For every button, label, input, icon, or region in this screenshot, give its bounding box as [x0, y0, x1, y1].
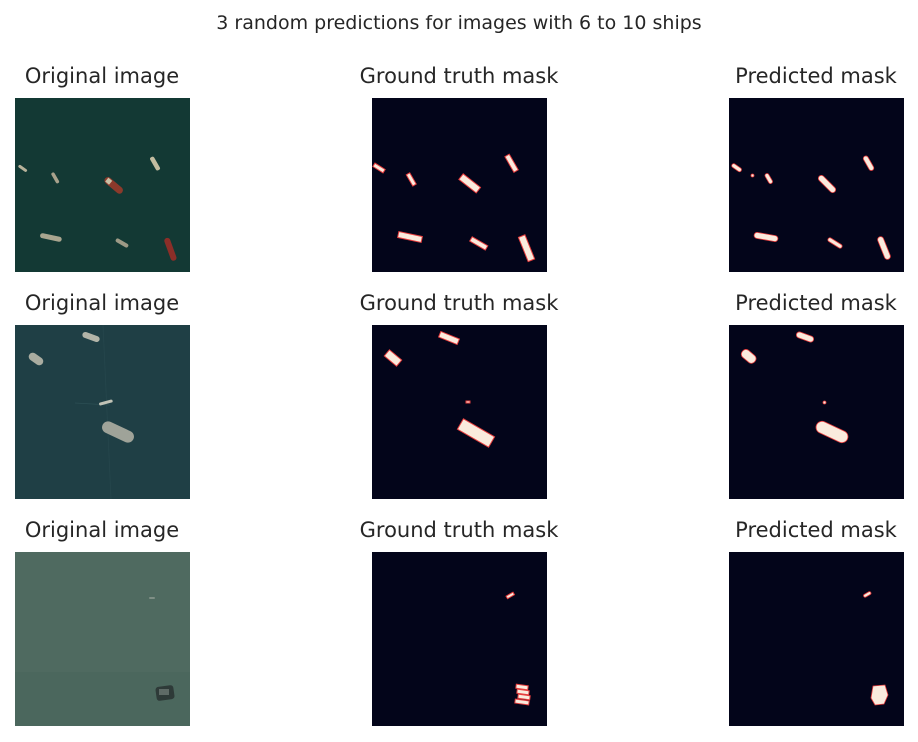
row2-ship-1 — [28, 352, 44, 366]
row1-predicted-title: Predicted mask — [735, 64, 897, 88]
row1-ship-2 — [51, 172, 60, 184]
row2-ship-4 — [102, 421, 134, 443]
row1-ship-5 — [40, 233, 62, 242]
figure-title: 3 random predictions for images with 6 t… — [216, 12, 702, 34]
row3-predicted-mask — [729, 552, 904, 726]
row3-ground-truth-mask — [372, 552, 547, 726]
row1-ground-truth-title: Ground truth mask — [359, 64, 559, 88]
row3-ground-truth-title: Ground truth mask — [359, 518, 559, 542]
row1-original-title: Original image — [24, 64, 180, 88]
row1-ground-truth-mask — [372, 98, 547, 272]
row2-original-title: Original image — [24, 291, 180, 315]
row2-predicted-mask — [729, 325, 904, 499]
row2-predicted-title: Predicted mask — [735, 291, 897, 315]
row1-ship-6 — [115, 238, 129, 248]
row3-predicted-title: Predicted mask — [735, 518, 897, 542]
row1-ship-1 — [18, 164, 28, 172]
row3-ship-1 — [149, 597, 155, 599]
row1-ship-3 — [104, 177, 123, 194]
row2-ground-truth-mask — [372, 325, 547, 499]
row2-ground-truth-title: Ground truth mask — [359, 291, 559, 315]
row1-predicted-mask — [729, 98, 904, 272]
row1-ship-4 — [150, 156, 160, 171]
row2-ship-2 — [82, 331, 100, 343]
row3-ship-2 — [155, 685, 175, 701]
row3-original-image — [15, 552, 190, 726]
row2-ship-3 — [99, 399, 113, 406]
row3-original-title: Original image — [24, 518, 180, 542]
row1-ship-7 — [164, 237, 177, 261]
row1-original-image — [15, 98, 190, 272]
row2-original-image — [15, 325, 190, 499]
